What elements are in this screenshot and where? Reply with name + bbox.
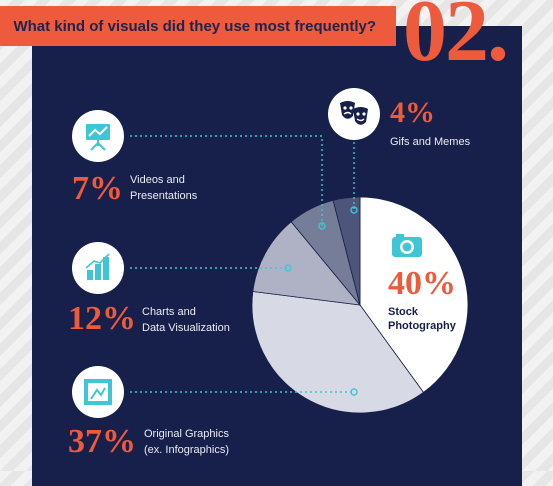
picture-frame-icon: [84, 379, 112, 405]
videos-percent: 7%: [72, 170, 123, 207]
stock-slice-label: 40% Stock Photography: [388, 228, 478, 333]
videos-label-line2: Presentations: [130, 190, 198, 202]
bar-chart-icon-circle: [72, 242, 124, 294]
pie-chart: [130, 132, 469, 414]
pie-slice-stock-photography: [359, 196, 469, 393]
pie-slice-charts-and-data-visualization: [252, 221, 361, 306]
charts-label-line1: Charts and: [142, 306, 196, 318]
leader-dot-charts: [284, 264, 292, 272]
original-label-line1: Original Graphics: [144, 428, 229, 440]
presentation-icon-circle: [72, 110, 124, 162]
pie-slice-original-graphics-ex-infographics: [251, 291, 425, 414]
leader-dot-original: [350, 388, 358, 396]
videos-label: Videos and Presentations: [130, 172, 197, 204]
presentation-icon: [86, 124, 110, 151]
theater-masks-icon: [340, 101, 368, 125]
videos-label-line1: Videos and: [130, 174, 185, 186]
bar-chart-icon: [85, 253, 110, 280]
charts-label-line2: Data Visualization: [142, 322, 230, 334]
stock-percent: 40%: [388, 265, 456, 302]
original-label-line2: (ex. Infographics): [144, 444, 229, 456]
leader-dot-videos: [318, 222, 326, 230]
question-banner: What kind of visuals did they use most f…: [0, 6, 396, 46]
picture-frame-icon-circle: [72, 366, 124, 418]
section-number: 02.: [403, 0, 509, 80]
gifs-label: Gifs and Memes: [390, 136, 471, 148]
gifs-percent: 4%: [390, 96, 435, 129]
camera-icon: [392, 234, 422, 257]
original-label: Original Graphics (ex. Infographics): [144, 426, 229, 458]
leader-dot-gifs: [350, 206, 358, 214]
stock-label: Stock Photography: [388, 305, 478, 333]
stock-label-line1: Stock: [388, 306, 418, 318]
leader-line-videos: [130, 135, 323, 226]
original-percent: 37%: [68, 423, 136, 460]
charts-label: Charts and Data Visualization: [142, 304, 230, 336]
pie-slice-gifs-and-memes: [332, 196, 361, 306]
charts-percent: 12%: [68, 300, 136, 337]
theater-masks-icon-circle: [328, 88, 380, 140]
stock-label-line2: Photography: [388, 320, 456, 332]
